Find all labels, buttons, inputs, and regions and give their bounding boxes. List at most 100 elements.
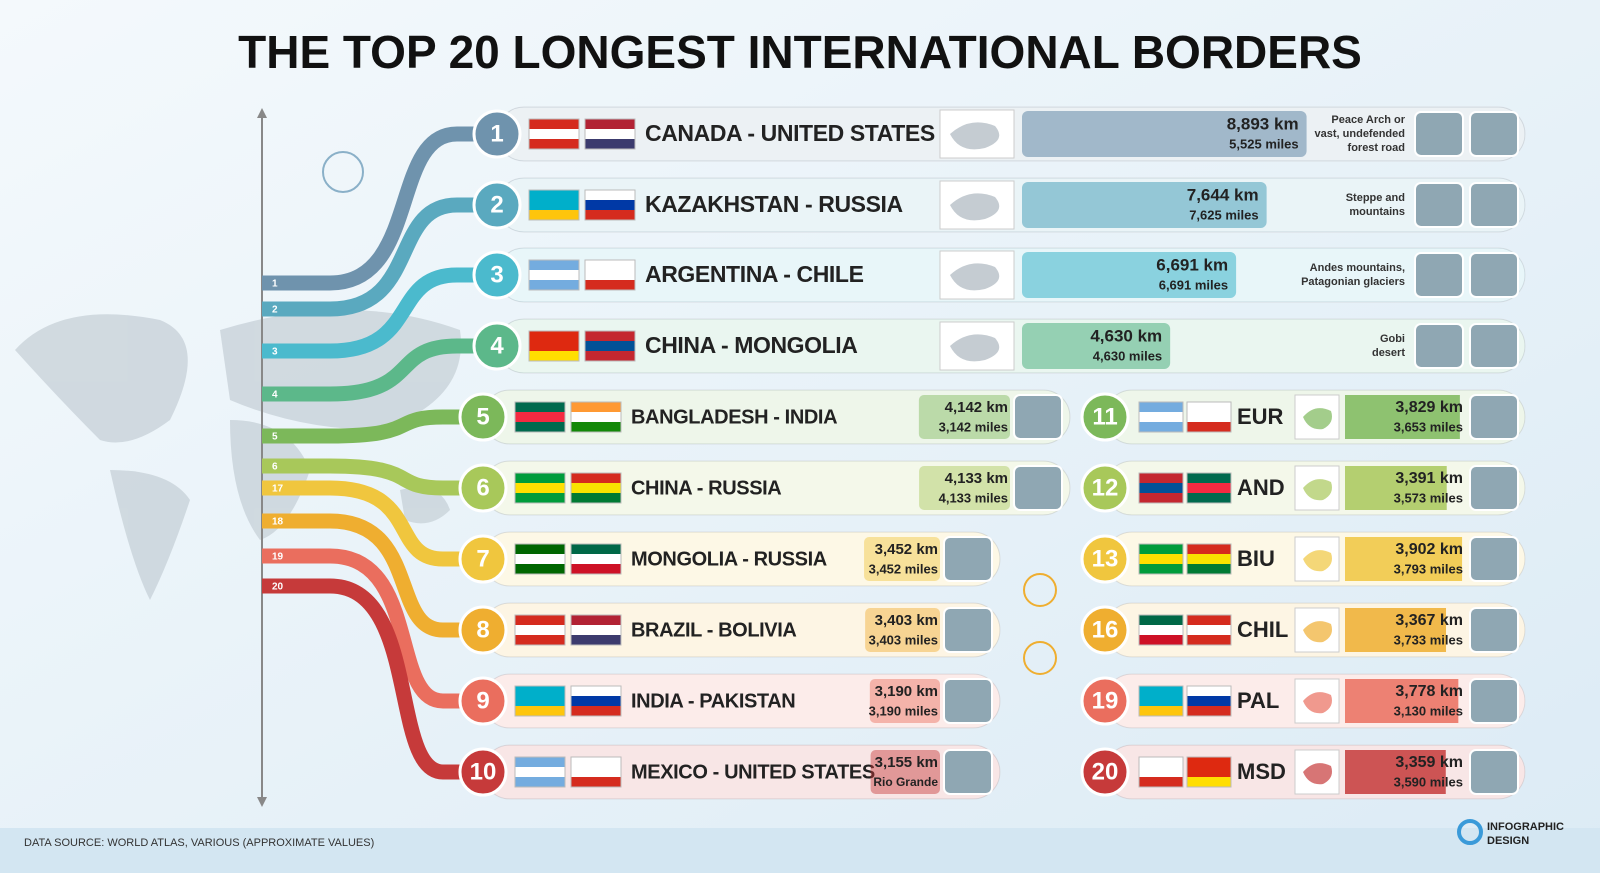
- length-bar: [1022, 111, 1307, 157]
- ribbon: [262, 578, 483, 780]
- flag-border: [570, 543, 622, 575]
- length-bar: [1022, 182, 1267, 228]
- flag-border: [584, 259, 636, 291]
- border-pair: AND: [1237, 475, 1285, 500]
- flag-stripe: [1187, 493, 1231, 504]
- length-bar: [919, 466, 1010, 510]
- flag-border: [1138, 401, 1184, 433]
- flag-stripe: [529, 139, 579, 150]
- rank-number: 11: [1092, 403, 1117, 430]
- rank-number: 8: [476, 616, 489, 643]
- photo: [1469, 536, 1519, 582]
- photo: [1414, 252, 1464, 298]
- rank-number: 5: [476, 403, 489, 430]
- row-tint: [483, 390, 1070, 444]
- miles-label: 3,190 miles: [869, 703, 938, 718]
- flag-border: [1186, 756, 1232, 788]
- rank-number: 9: [476, 687, 489, 714]
- flag-stripe: [585, 119, 635, 130]
- map-shape: [950, 193, 1000, 221]
- flag-stripe: [1139, 767, 1183, 778]
- flag-stripe: [571, 767, 621, 778]
- photo: [1469, 465, 1519, 511]
- photo: [1414, 182, 1464, 228]
- flag-stripe: [515, 686, 565, 697]
- flag-stripe: [585, 190, 635, 201]
- length-bar: [1345, 608, 1447, 652]
- flag-stripe: [1187, 554, 1231, 565]
- rank-number: 1: [490, 120, 503, 147]
- rank-badge: [472, 250, 522, 300]
- flag-stripe: [1139, 483, 1183, 494]
- flag-stripe: [515, 493, 565, 504]
- flag-stripe: [1187, 635, 1231, 646]
- flag-border: [514, 543, 566, 575]
- length-bar: [870, 750, 940, 794]
- flag-border: [514, 756, 566, 788]
- rank-number: 2: [490, 191, 503, 218]
- flag-stripe: [515, 412, 565, 423]
- flag-stripe: [515, 554, 565, 565]
- map-shape: [1303, 479, 1332, 501]
- flag-stripe: [1187, 422, 1231, 433]
- photo: [1414, 323, 1464, 369]
- km-label: 3,367 km: [1395, 612, 1463, 629]
- flag-border: [584, 118, 636, 150]
- photo: [943, 749, 993, 795]
- border-pair: ARGENTINA - CHILE: [645, 261, 864, 287]
- source-note: DATA SOURCE: WORLD ATLAS, VARIOUS (APPRO…: [24, 837, 374, 849]
- ribbon: [262, 513, 483, 638]
- rank-badge: [458, 463, 508, 513]
- ribbon: [262, 267, 497, 359]
- flag-stripe: [571, 686, 621, 697]
- photo: [1013, 394, 1063, 440]
- note: desert: [1372, 347, 1405, 359]
- flag-stripe: [515, 635, 565, 646]
- logo-icon: [1457, 819, 1483, 845]
- flag-border: [584, 189, 636, 221]
- photo: [943, 607, 993, 653]
- flag-stripe: [1187, 544, 1231, 555]
- rank-badge: [458, 392, 508, 442]
- side-label: 19: [272, 552, 284, 563]
- flag-stripe: [515, 422, 565, 433]
- flag-stripe: [1187, 686, 1231, 697]
- flag-stripe: [1187, 483, 1231, 494]
- rank-number: 13: [1092, 545, 1119, 572]
- flag-stripe: [1139, 615, 1183, 626]
- flag-stripe: [571, 696, 621, 707]
- flag-stripe: [1139, 473, 1183, 484]
- rank-badge: [472, 321, 522, 371]
- flag-stripe: [1139, 777, 1183, 788]
- flag-stripe: [1187, 767, 1231, 778]
- rank-number: 12: [1092, 474, 1119, 501]
- flag-stripe: [515, 483, 565, 494]
- ribbon: [262, 126, 497, 291]
- rank-badge: [458, 747, 508, 797]
- flag-stripe: [585, 210, 635, 221]
- flag-stripe: [585, 260, 635, 271]
- flag-stripe: [515, 706, 565, 717]
- flag-stripe: [515, 473, 565, 484]
- flag-stripe: [1187, 402, 1231, 413]
- flag-stripe: [515, 757, 565, 768]
- flag-stripe: [571, 544, 621, 555]
- length-bar: [864, 537, 940, 581]
- flag-stripe: [585, 280, 635, 291]
- flag-stripe: [515, 564, 565, 575]
- flag-stripe: [585, 341, 635, 352]
- flag-stripe: [515, 767, 565, 778]
- km-label: 3,452 km: [875, 541, 938, 558]
- note: Gobi: [1380, 333, 1405, 345]
- map-shape: [950, 122, 1000, 150]
- flag-stripe: [1139, 412, 1183, 423]
- photo: [1469, 252, 1519, 298]
- photo: [1469, 182, 1519, 228]
- photo: [943, 678, 993, 724]
- flag-border: [1138, 472, 1184, 504]
- flag-border: [514, 614, 566, 646]
- flag-stripe: [1187, 615, 1231, 626]
- map-shape: [1303, 408, 1332, 430]
- flag-stripe: [1139, 686, 1183, 697]
